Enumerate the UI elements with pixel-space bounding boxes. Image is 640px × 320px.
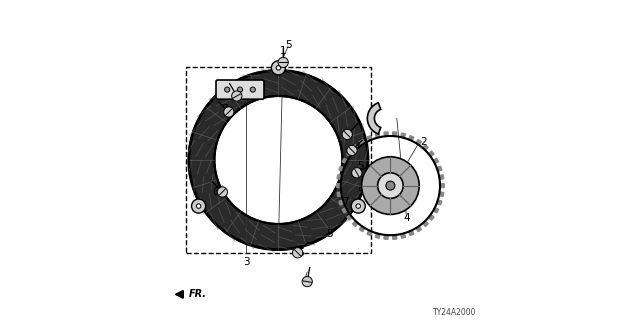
Polygon shape: [375, 233, 380, 238]
Circle shape: [276, 66, 280, 70]
Polygon shape: [422, 221, 428, 227]
Circle shape: [237, 87, 243, 92]
Circle shape: [225, 87, 230, 92]
Text: 8: 8: [302, 276, 309, 287]
Polygon shape: [439, 175, 444, 179]
Circle shape: [224, 107, 234, 117]
Polygon shape: [401, 233, 406, 238]
Polygon shape: [401, 133, 406, 138]
Polygon shape: [436, 166, 442, 171]
Bar: [186, 67, 371, 253]
Text: TY24A2000: TY24A2000: [433, 308, 477, 317]
Polygon shape: [339, 166, 344, 171]
Polygon shape: [393, 235, 397, 239]
Polygon shape: [353, 145, 358, 150]
Polygon shape: [384, 132, 388, 136]
Circle shape: [232, 91, 242, 101]
Polygon shape: [422, 145, 428, 150]
Circle shape: [218, 187, 228, 197]
Text: 6: 6: [298, 248, 304, 258]
Text: FR.: FR.: [189, 289, 207, 300]
Polygon shape: [428, 151, 434, 156]
Polygon shape: [436, 200, 442, 205]
Polygon shape: [439, 192, 444, 196]
Circle shape: [292, 248, 303, 258]
Wedge shape: [189, 70, 368, 250]
Wedge shape: [367, 103, 381, 134]
Polygon shape: [337, 192, 342, 196]
Text: 5: 5: [356, 161, 364, 172]
Circle shape: [386, 181, 395, 190]
Circle shape: [191, 199, 205, 213]
Polygon shape: [367, 136, 372, 141]
Polygon shape: [416, 140, 422, 145]
Circle shape: [356, 204, 360, 208]
Text: 3: 3: [243, 257, 250, 268]
Text: 7: 7: [221, 104, 227, 114]
Polygon shape: [359, 226, 365, 232]
Polygon shape: [375, 133, 380, 138]
Text: 2: 2: [420, 137, 428, 148]
Circle shape: [362, 157, 419, 214]
Text: 5: 5: [326, 228, 333, 239]
Circle shape: [250, 87, 255, 92]
Text: 4: 4: [403, 212, 410, 223]
Polygon shape: [433, 208, 438, 213]
Polygon shape: [342, 158, 348, 164]
Polygon shape: [339, 200, 344, 205]
Polygon shape: [342, 208, 348, 213]
Polygon shape: [367, 230, 372, 236]
Polygon shape: [347, 151, 353, 156]
Circle shape: [352, 168, 362, 178]
Polygon shape: [408, 136, 414, 141]
FancyArrowPatch shape: [176, 291, 183, 298]
Polygon shape: [428, 215, 434, 220]
Circle shape: [196, 204, 201, 208]
Circle shape: [378, 173, 403, 198]
Circle shape: [351, 199, 365, 213]
Polygon shape: [440, 184, 444, 188]
Polygon shape: [353, 221, 358, 227]
Text: 1: 1: [280, 46, 287, 56]
Polygon shape: [393, 132, 397, 136]
Circle shape: [278, 57, 288, 68]
Text: 6: 6: [212, 187, 220, 197]
Polygon shape: [337, 175, 342, 179]
Polygon shape: [416, 226, 422, 232]
Text: 5: 5: [356, 187, 364, 197]
Polygon shape: [337, 184, 341, 188]
Polygon shape: [408, 230, 414, 236]
Polygon shape: [433, 158, 438, 164]
FancyBboxPatch shape: [216, 80, 264, 99]
Circle shape: [342, 129, 352, 140]
Text: 5: 5: [224, 88, 230, 98]
Circle shape: [271, 61, 285, 75]
Polygon shape: [359, 140, 365, 145]
Circle shape: [347, 145, 357, 156]
Polygon shape: [347, 215, 353, 220]
Text: 7: 7: [342, 196, 349, 207]
Circle shape: [302, 276, 312, 287]
Polygon shape: [384, 235, 388, 239]
Text: 5: 5: [285, 40, 291, 50]
